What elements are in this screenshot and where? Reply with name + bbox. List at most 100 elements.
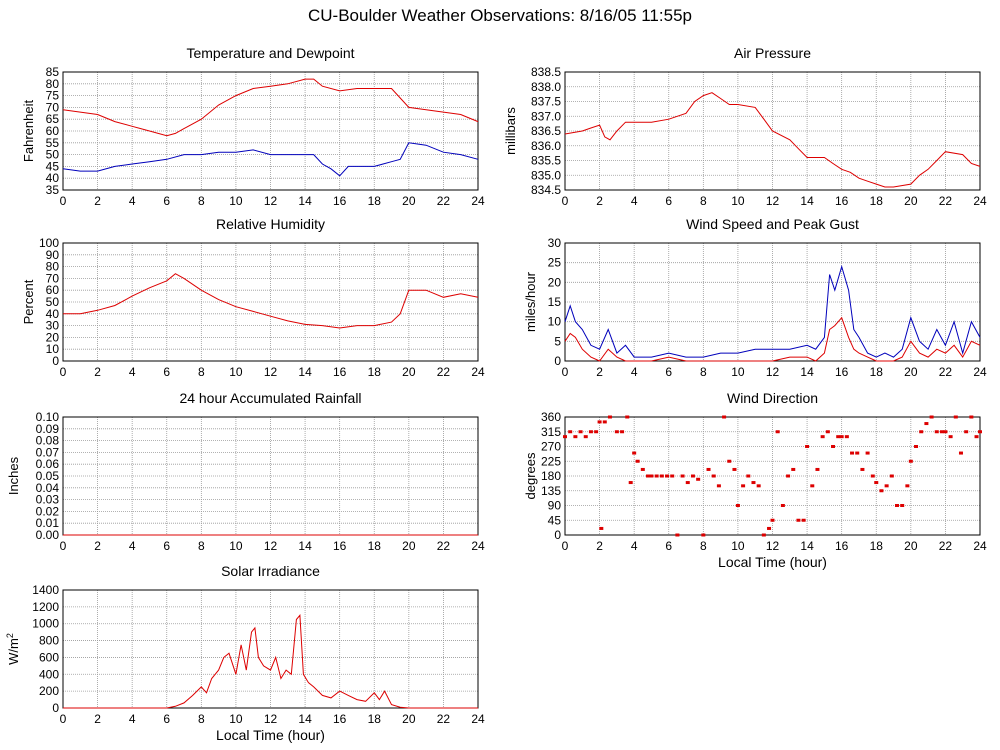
data-point [958,451,963,455]
x-tick-label: 18 [870,539,884,553]
y-tick-label: 0.02 [36,504,60,518]
chart-title: Solar Irradiance [221,563,320,579]
data-point [919,430,924,434]
y-tick-label: 836.5 [531,124,561,138]
y-tick-label: 15 [548,295,562,309]
x-tick-label: 18 [368,539,382,553]
data-point [939,430,944,434]
y-tick-label: 838.0 [531,80,561,94]
y-tick-label: 600 [39,650,59,664]
temp-series-blue-line [62,142,479,177]
x-tick-label: 24 [973,539,987,553]
data-point [900,504,905,507]
data-point [844,435,849,439]
data-point [953,415,958,419]
y-axis-label: Percent [21,279,36,324]
x-tick-label: 8 [198,365,205,379]
x-tick-label: 10 [229,539,243,553]
data-point [786,474,791,478]
x-tick-label: 18 [870,194,884,208]
data-point [654,474,659,478]
data-point [895,504,899,507]
x-tick-label: 6 [163,712,170,726]
x-tick-label: 14 [298,539,312,553]
x-tick-label: 6 [163,365,170,379]
y-tick-label: 40 [46,171,60,185]
chart-title: Relative Humidity [216,216,325,232]
y-tick-label: 180 [541,469,561,483]
chart-title: 24 hour Accumulated Rainfall [179,390,361,406]
data-point [741,484,746,488]
y-axis-label: Inches [6,456,21,495]
x-tick-label: 10 [229,712,243,726]
x-tick-label: 20 [402,194,416,208]
y-tick-label: 40 [46,307,60,321]
y-tick-label: 835.5 [531,154,561,168]
temp-series-red-line [62,78,479,137]
y-tick-label: 80 [46,77,60,91]
y-tick-label: 225 [541,454,561,468]
x-tick-label: 4 [129,365,136,379]
x-tick-label: 2 [596,194,603,208]
data-point [820,435,825,439]
y-tick-label: 20 [548,275,562,289]
chart-title: Air Pressure [734,45,811,61]
y-tick-label: 0.06 [36,457,60,471]
x-tick-label: 0 [60,539,67,553]
y-tick-label: 0.10 [36,410,60,424]
x-tick-label: 12 [264,194,278,208]
chart-title: Wind Direction [727,390,818,406]
x-tick-label: 24 [471,539,485,553]
y-tick-label: 0 [554,354,561,368]
data-point [573,435,578,439]
x-tick-label: 14 [800,539,814,553]
x-tick-label: 2 [94,194,101,208]
x-tick-label: 14 [298,194,312,208]
page-title: CU-Boulder Weather Observations: 8/16/05… [308,6,692,25]
data-point [964,430,969,434]
data-point [620,430,625,434]
y-tick-label: 836.0 [531,139,561,153]
data-point [632,451,637,455]
y-tick-label: 0 [52,701,59,715]
y-tick-label: 1200 [32,600,59,614]
x-tick-label: 16 [333,194,347,208]
x-tick-label: 12 [264,539,278,553]
data-point [722,415,727,419]
x-tick-label: 6 [665,365,672,379]
y-tick-label: 135 [541,484,561,498]
x-tick-label: 8 [198,539,205,553]
x-axis-label: Local Time (hour) [216,727,325,743]
data-point [594,430,599,434]
data-point [756,484,761,488]
x-tick-label: 16 [835,539,849,553]
x-tick-label: 4 [129,539,136,553]
data-point [780,504,785,507]
x-tick-label: 0 [60,712,67,726]
data-point [801,518,806,522]
x-tick-label: 24 [471,194,485,208]
data-point [751,481,756,485]
x-tick-label: 0 [562,539,569,553]
data-point [836,435,841,439]
x-tick-label: 16 [333,365,347,379]
data-point [716,484,721,488]
data-point [735,504,740,507]
y-tick-label: 85 [46,65,60,79]
y-tick-label: 20 [46,330,60,344]
x-tick-label: 6 [163,194,170,208]
x-tick-label: 8 [700,365,707,379]
data-point [711,474,716,478]
solar-series-red-line [63,614,478,709]
y-tick-label: 0 [52,354,59,368]
x-tick-label: 24 [471,712,485,726]
wind-series-red-line [564,316,981,362]
data-point [924,422,929,426]
x-tick-label: 4 [129,712,136,726]
y-tick-label: 30 [548,236,562,250]
x-tick-label: 20 [402,539,416,553]
y-tick-label: 0.09 [36,422,60,436]
